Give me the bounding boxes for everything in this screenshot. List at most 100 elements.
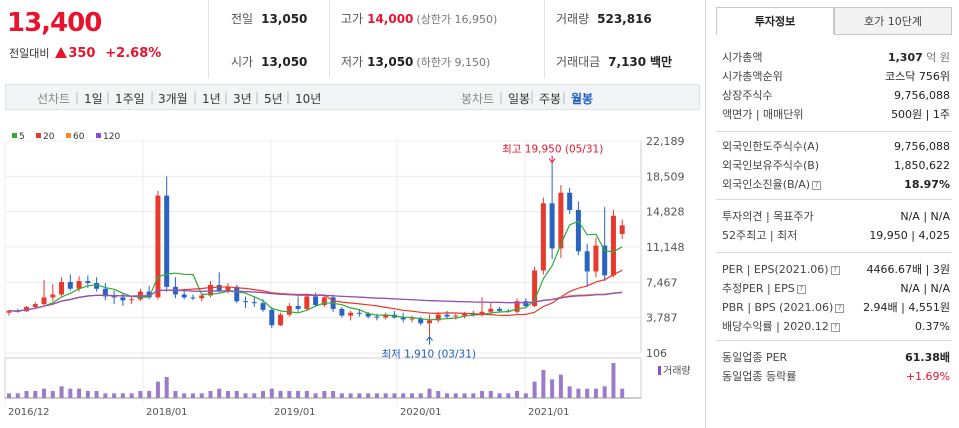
help-icon[interactable]: ? (835, 304, 845, 313)
candle-body (6, 310, 12, 313)
info-value: 18.97% (904, 178, 950, 191)
candle-body (514, 301, 520, 312)
volume-bar (436, 391, 441, 398)
candle-body (610, 215, 616, 276)
candle-body (593, 245, 599, 272)
y-tick-label: 7,467 (646, 276, 678, 289)
candle-body (295, 306, 301, 309)
candle-body (286, 306, 292, 315)
tab-invest-info[interactable]: 투자정보 (716, 7, 834, 35)
low-arrow-head (426, 335, 433, 341)
foreign-row-1: 외국인한도주식수(A) 9,756,088 (722, 139, 954, 155)
x-tick-label: 2021/01 (528, 407, 570, 418)
period-1day[interactable]: 1일 (84, 92, 103, 106)
candle-body (181, 294, 187, 298)
valuation-row-1: PER | EPS(2021.06)? 4466.67배 | 3원 (722, 262, 954, 278)
info-value: +1.69% (905, 370, 950, 383)
period-1week[interactable]: 1주일 (115, 92, 145, 106)
volume-bar (234, 391, 239, 398)
period-10year[interactable]: 10년 (295, 92, 322, 106)
volume-bar (322, 391, 327, 398)
volume-bar (243, 393, 248, 398)
stat-high: 고가 14,000 (상한가 16,950) (341, 12, 498, 26)
info-label: PBR | BPS (2021.06)? (722, 300, 845, 316)
volume-bar (120, 393, 125, 398)
volume-bar (15, 393, 20, 398)
volume-bar (497, 393, 502, 398)
sector-row-2: 동일업종 등락률 +1.69% (722, 369, 954, 385)
candle-body (225, 286, 231, 291)
volume-bar (68, 388, 73, 398)
candle-body (400, 317, 406, 320)
candle-body (540, 203, 546, 271)
volume-bar (103, 393, 108, 398)
volume-bar (77, 388, 82, 398)
volume-bar (602, 386, 607, 398)
period-3month[interactable]: 3개월 (158, 92, 188, 106)
info-tabs: 투자정보 호가 10단계 (716, 7, 952, 35)
help-icon[interactable]: ? (830, 323, 840, 332)
stock-chart: 22,189 18,509 14,828 11,148 7,467 3,787 106 5 20… (4, 132, 691, 418)
volume-bar (409, 393, 414, 398)
candle-monthly[interactable]: 월봉 (571, 92, 594, 106)
x-tick-label: 2020/01 (400, 407, 442, 418)
info-value: 9,756,088 (894, 89, 950, 102)
period-3year[interactable]: 3년 (233, 92, 252, 106)
candle-body (575, 210, 581, 252)
volume-bar (7, 393, 11, 398)
y-tick-label: 11,148 (646, 241, 685, 254)
candle-body (479, 311, 485, 315)
volume-bar (348, 393, 353, 398)
period-5year[interactable]: 5년 (264, 92, 283, 106)
stat-amount: 거래대금 7,130 백만 (556, 55, 673, 69)
candle-weekly[interactable]: 주봉 (539, 92, 562, 106)
info-label: 동일업종 등락률 (722, 370, 797, 383)
volume-bar (366, 393, 371, 398)
volume-bar (401, 393, 406, 398)
candle-body (365, 313, 371, 317)
volume-bar (155, 381, 160, 398)
help-icon[interactable]: ? (830, 266, 840, 275)
info-label: 외국인소진율(B/A)? (722, 177, 822, 193)
info-value: 9,756,088 (894, 140, 950, 153)
info-label: 시가총액순위 (722, 70, 783, 83)
info-value: 4466.67배 | 3원 (866, 263, 950, 276)
x-tick-label: 2018/01 (146, 407, 188, 418)
candle-body (146, 291, 152, 298)
legend-label: 60 (73, 132, 85, 142)
volume-bar (208, 391, 213, 398)
candle-body (383, 314, 389, 318)
info-row-3: 상장주식수 9,756,088 (722, 88, 954, 104)
sector-row-1: 동일업종 PER 61.38배 (722, 350, 954, 366)
help-icon[interactable]: ? (796, 285, 806, 294)
y-tick-label: 22,189 (646, 135, 685, 148)
volume-bar (173, 391, 178, 398)
candle-body (619, 225, 625, 235)
volume-bar (50, 391, 55, 398)
candle-body (374, 316, 380, 318)
volume-bar (567, 386, 572, 398)
volume-bar (374, 393, 379, 398)
candle-body (243, 301, 249, 303)
volume-bar (129, 393, 134, 398)
up-arrow-icon (55, 47, 68, 58)
info-value: 500원 | 1주 (891, 108, 950, 121)
volume-bar (94, 391, 99, 398)
low-annotation: 최저 1,910 (03/31) (381, 349, 476, 361)
candle-body (313, 296, 319, 306)
volume-bar (24, 391, 29, 398)
period-1year[interactable]: 1년 (202, 92, 221, 106)
stat-open: 시가 13,050 (231, 55, 308, 69)
invest-info-panel: 투자정보 호가 10단계 시가총액 1,307 억 원 시가총액순위 코스닥 756위… (705, 0, 959, 428)
stock-main-panel: 13,400 전일대비 350 +2.68% 전일 13,050 고가 14,000… (4, 0, 700, 418)
help-icon[interactable]: ? (812, 181, 822, 190)
volume-bar (85, 391, 90, 398)
volume-bar (558, 374, 563, 398)
candle-daily[interactable]: 일봉 (508, 92, 531, 106)
info-label: 투자의견 | 목표주가 (722, 210, 814, 223)
volume-bar (427, 388, 432, 398)
legend-swatch (12, 133, 17, 138)
info-row-1: 시가총액 1,307 억 원 (722, 50, 954, 66)
volume-bar (182, 393, 187, 398)
tab-orderbook[interactable]: 호가 10단계 (834, 7, 952, 35)
